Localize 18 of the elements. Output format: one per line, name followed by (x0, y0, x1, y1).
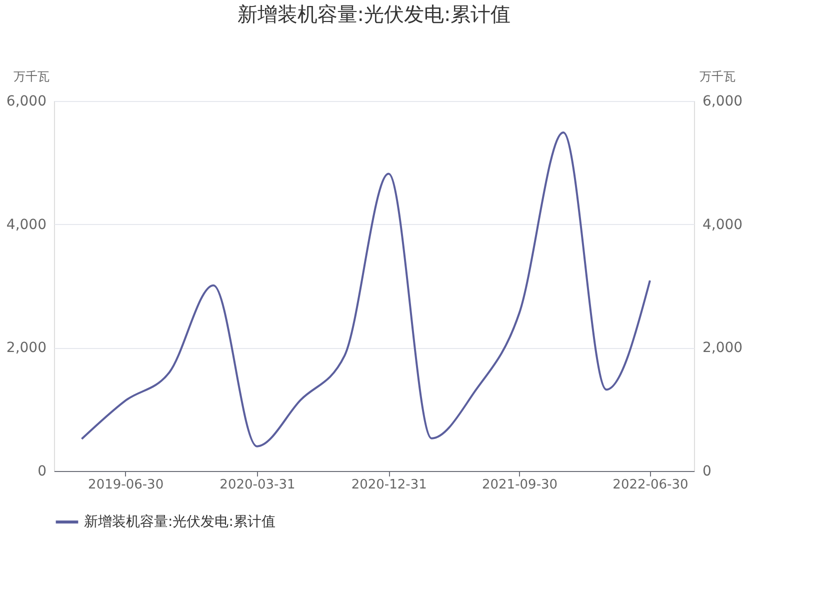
y2-tick-label: 0 (702, 464, 712, 480)
y-axis-title: 万千瓦 (14, 70, 50, 84)
y2-axis-title: 万千瓦 (700, 70, 736, 84)
y-tick-label: 0 (38, 464, 46, 480)
x-tick-label: 2020-12-31 (351, 478, 427, 492)
y2-tick-label: 4,000 (702, 216, 743, 233)
y-tick-label: 6,000 (6, 94, 46, 110)
chart-title: 新增装机容量:光伏发电:累计值 (237, 2, 511, 26)
line-series (80, 131, 651, 448)
x-tick-label: 2020-03-31 (220, 478, 296, 492)
y-tick-label: 4,000 (6, 216, 46, 233)
legend-label: 新增装机容量:光伏发电:累计值 (84, 514, 276, 530)
x-tick-label: 2022-06-30 (612, 478, 688, 492)
y2-tick-label: 2,000 (702, 340, 743, 356)
y-tick-label: 2,000 (6, 340, 46, 356)
y2-tick-label: 6,000 (702, 94, 743, 110)
x-tick-label: 2019-06-30 (88, 478, 164, 492)
x-tick-label: 2021-09-30 (482, 478, 558, 492)
